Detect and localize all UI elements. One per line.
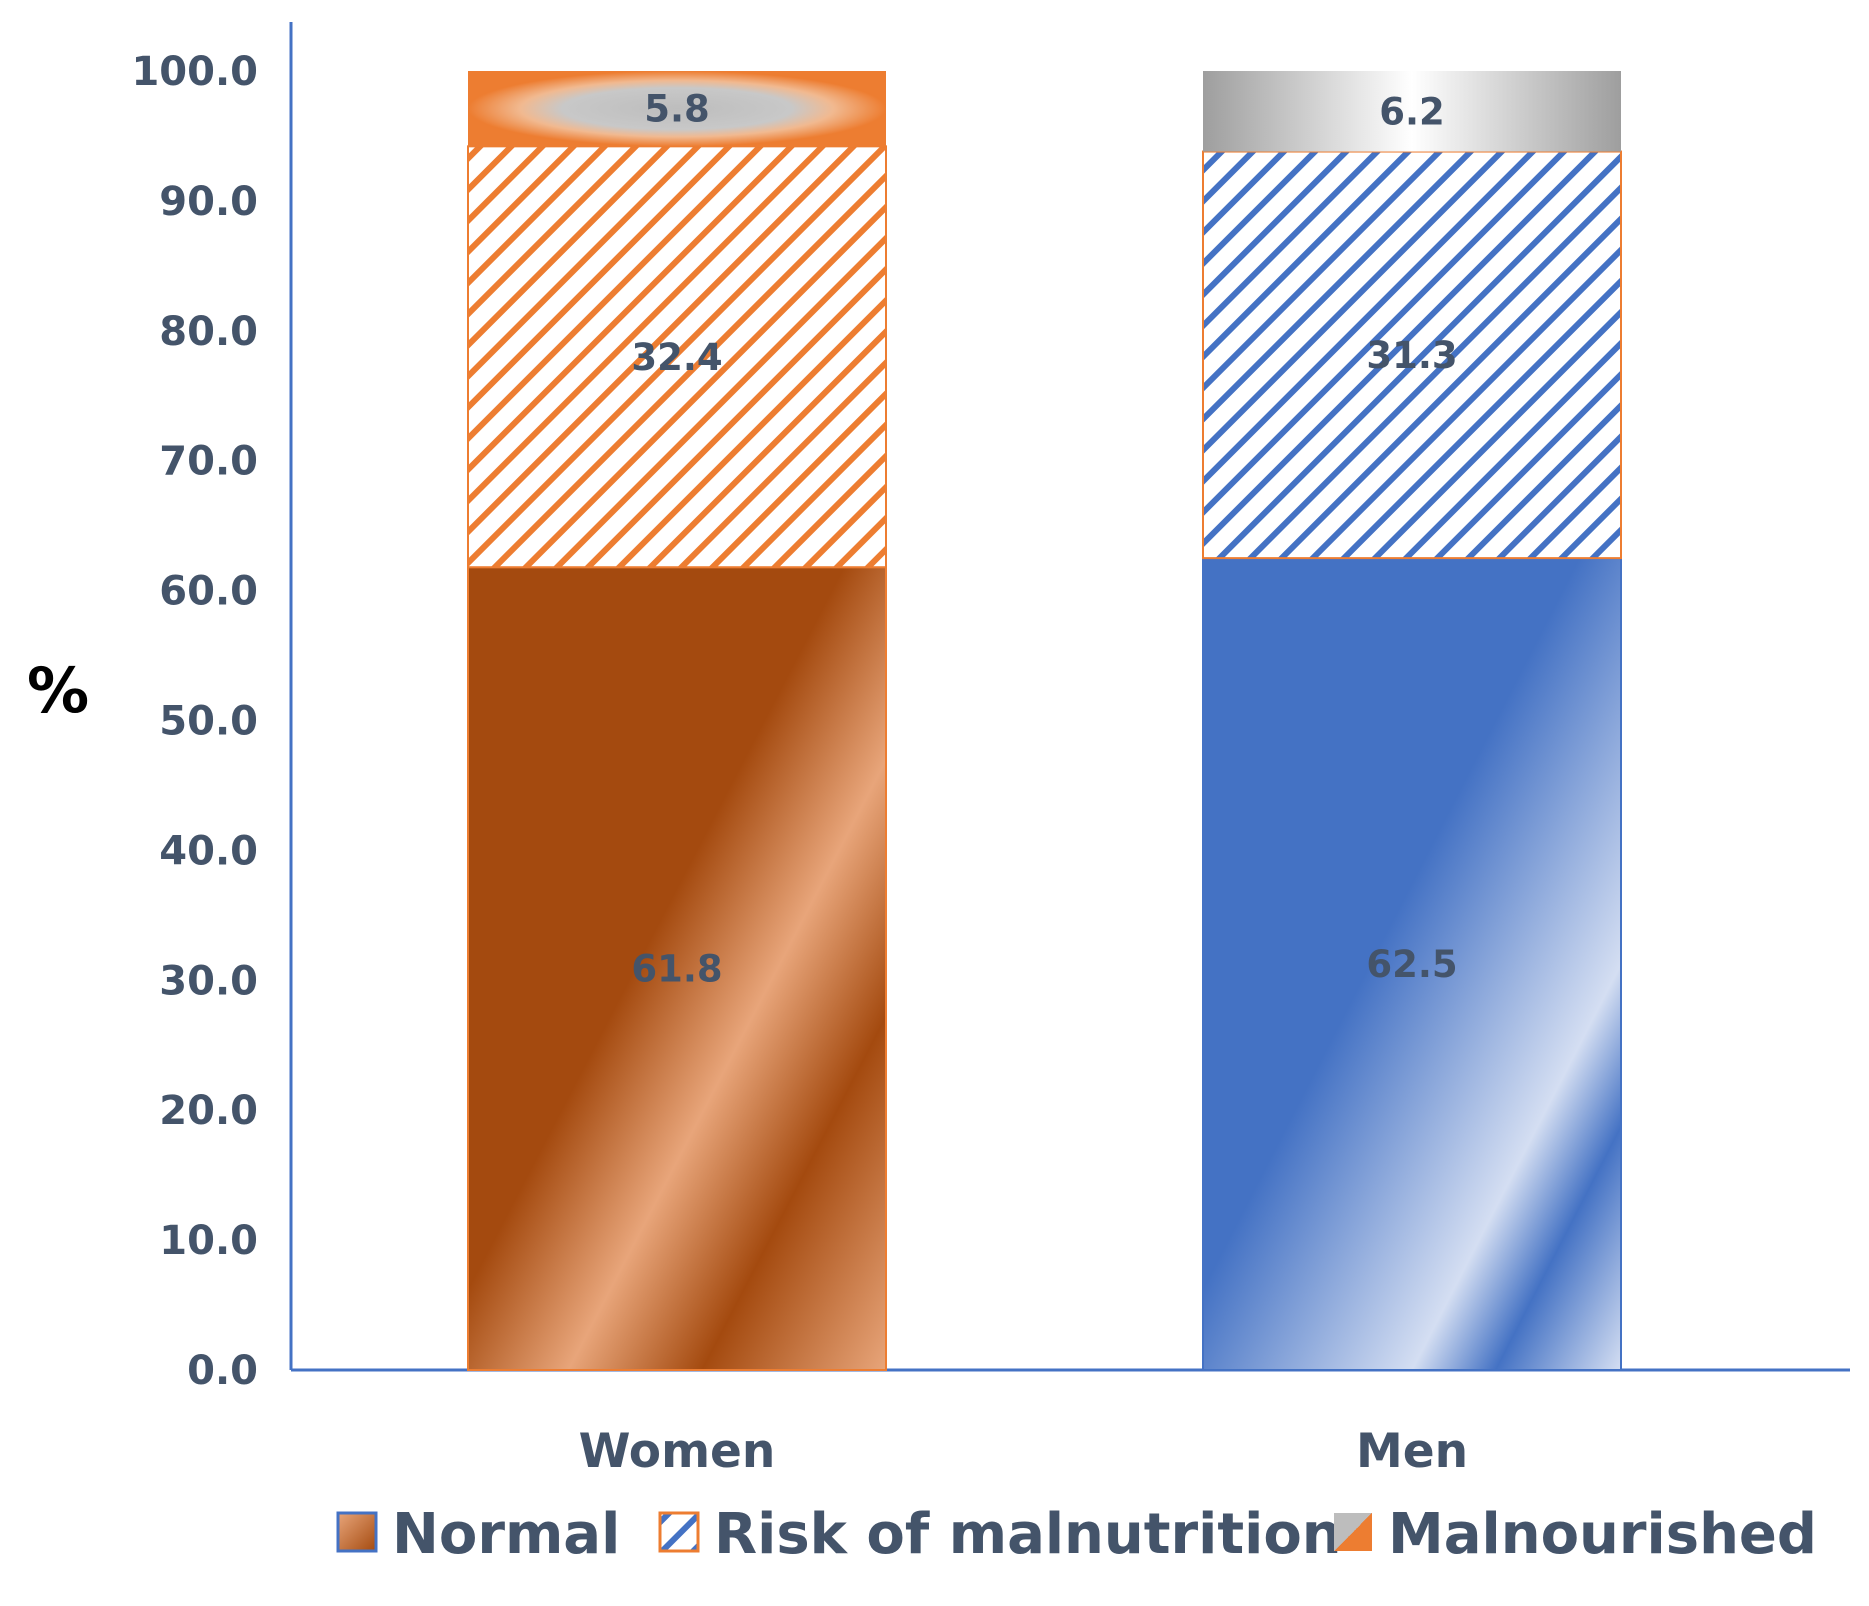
y-tick-label: 90.0 [159, 179, 258, 225]
data-label: 31.3 [1366, 334, 1457, 377]
data-label: 61.8 [631, 948, 722, 991]
bar-normal-men[interactable] [1202, 557, 1622, 1371]
legend-risk-of-malnutrition-swatch [658, 1511, 700, 1553]
legend-normal-label: Normal [392, 1502, 620, 1567]
y-tick-label: 40.0 [159, 828, 258, 874]
y-tick-label: 20.0 [159, 1088, 258, 1134]
legend-malnourished-label: Malnourished [1388, 1502, 1817, 1567]
data-label: 5.8 [644, 88, 710, 131]
y-tick-label: 0.0 [187, 1348, 258, 1394]
y-tick-label: 60.0 [159, 569, 258, 615]
bar-malnourished-men[interactable] [1203, 71, 1621, 152]
y-tick-label: 30.0 [159, 958, 258, 1004]
y-axis-label: % [27, 654, 89, 727]
data-label: 62.5 [1366, 943, 1457, 986]
y-tick-label: 10.0 [159, 1218, 258, 1264]
y-tick-label: 100.0 [131, 49, 258, 95]
bar-risk-of-malnutrition-women[interactable] [467, 145, 887, 569]
data-label: 6.2 [1379, 90, 1445, 133]
x-category-label: Men [1356, 1424, 1468, 1479]
y-tick-label: 70.0 [159, 439, 258, 485]
y-tick-label: 80.0 [159, 309, 258, 355]
data-label: 32.4 [631, 336, 722, 379]
x-category-label: Women [579, 1424, 776, 1479]
y-tick-label: 50.0 [159, 699, 258, 745]
legend-malnourished-swatch [1334, 1513, 1372, 1551]
legend-risk-of-malnutrition-label: Risk of malnutrition [714, 1502, 1342, 1567]
legend-normal-swatch [336, 1511, 378, 1553]
bar-normal-women[interactable] [467, 566, 887, 1371]
bar-malnourished-women[interactable] [468, 71, 886, 147]
